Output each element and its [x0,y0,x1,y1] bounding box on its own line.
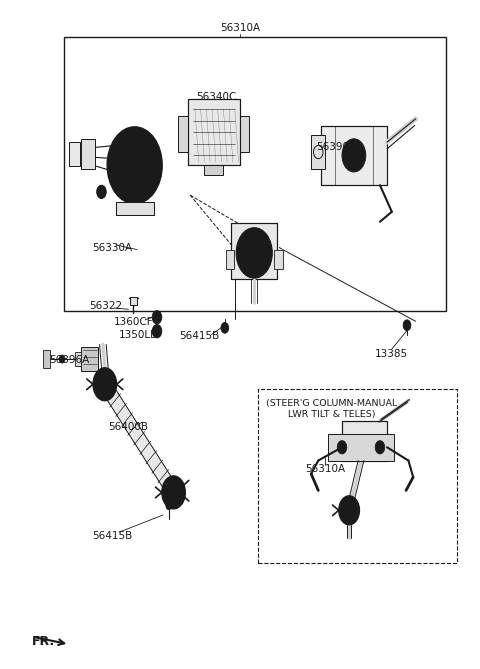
Bar [130,296,137,304]
Circle shape [337,441,347,454]
Text: 56310A: 56310A [305,464,346,474]
Text: 56322: 56322 [90,301,123,311]
Circle shape [107,127,162,204]
Polygon shape [321,126,387,185]
Circle shape [403,320,411,330]
Circle shape [59,355,65,363]
Bar [274,250,283,270]
Circle shape [152,324,162,338]
Text: 56415B: 56415B [92,531,132,541]
Circle shape [129,157,140,173]
Text: LWR TILT & TELES): LWR TILT & TELES) [288,409,375,419]
Polygon shape [75,353,81,366]
Text: 56400B: 56400B [108,422,148,432]
Circle shape [156,329,158,333]
Polygon shape [81,347,97,371]
Polygon shape [43,351,50,368]
Polygon shape [179,116,188,152]
Bar [258,389,457,563]
Polygon shape [116,202,154,215]
Polygon shape [204,165,223,175]
Text: 56415B: 56415B [180,332,220,341]
Circle shape [162,476,185,509]
Circle shape [166,502,172,510]
Text: 56310A: 56310A [220,23,260,33]
Polygon shape [240,116,250,152]
Text: 1350LE: 1350LE [119,330,157,339]
Circle shape [251,248,258,258]
Bar [64,37,446,311]
Circle shape [152,310,162,324]
Circle shape [93,368,117,401]
Text: 56330A: 56330A [92,244,132,254]
Polygon shape [100,379,178,498]
Circle shape [244,238,264,268]
Polygon shape [328,434,394,460]
Text: 56340C: 56340C [196,92,237,102]
Text: 1360CF: 1360CF [113,317,153,327]
Bar [69,142,80,166]
Bar [226,250,234,270]
Circle shape [156,315,158,319]
Circle shape [100,377,109,391]
Circle shape [169,486,179,499]
Circle shape [221,322,228,333]
Circle shape [375,441,384,454]
Bar [311,135,325,169]
Text: 13385: 13385 [375,349,408,359]
Polygon shape [231,223,277,280]
Polygon shape [342,421,387,460]
Text: 56390C: 56390C [316,142,356,153]
Text: FR.: FR. [32,634,55,648]
Circle shape [342,138,366,172]
Circle shape [345,505,353,516]
Bar [81,139,96,169]
Text: (STEER'G COLUMN-MANUAL: (STEER'G COLUMN-MANUAL [266,399,397,408]
Text: 56396A: 56396A [49,355,89,365]
Circle shape [96,185,106,199]
Circle shape [236,227,272,278]
Circle shape [339,496,360,525]
Polygon shape [188,99,240,165]
